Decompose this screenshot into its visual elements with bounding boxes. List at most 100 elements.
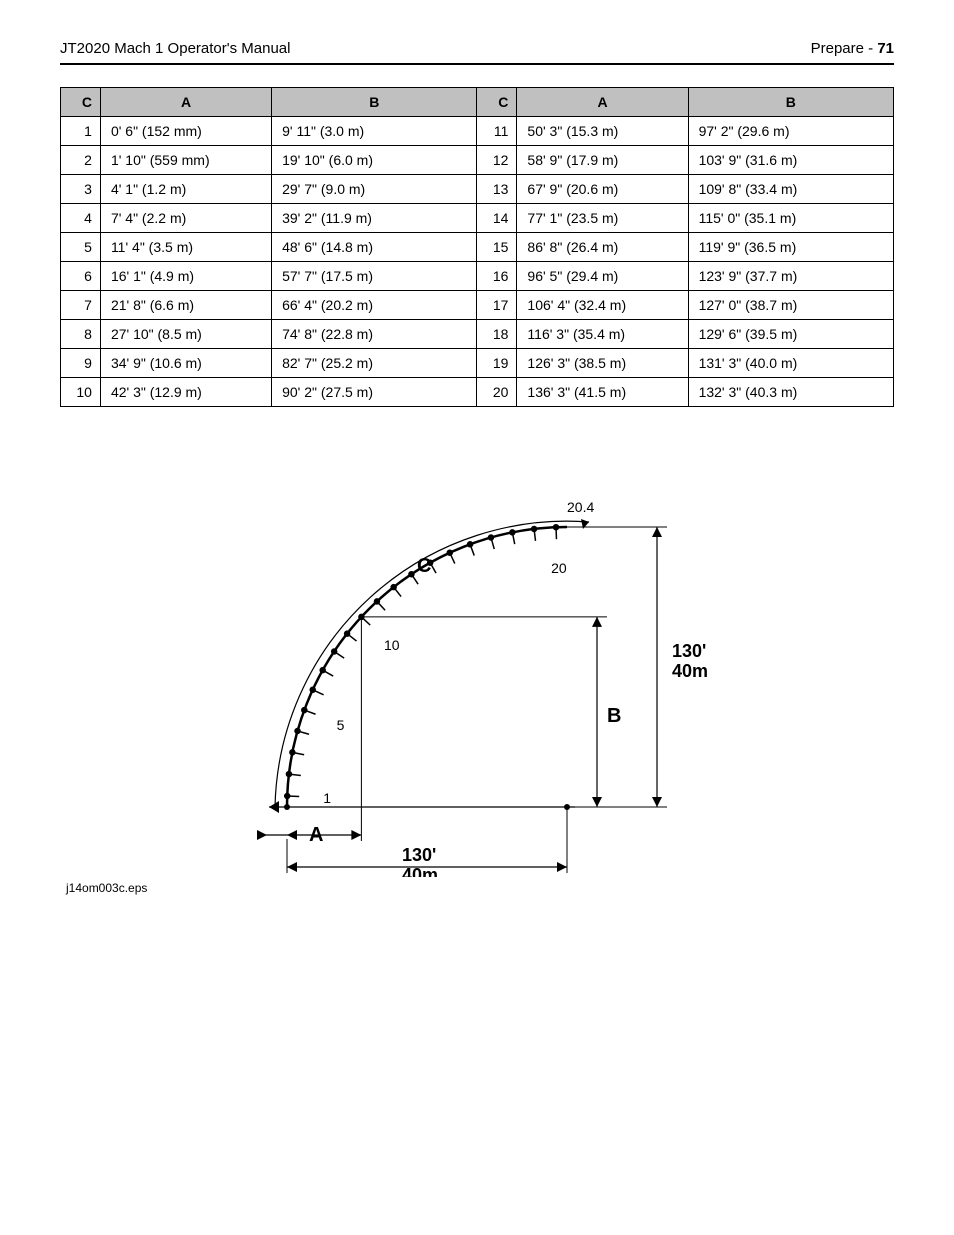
header-right: Prepare - 71	[811, 40, 894, 57]
cell-b: 29' 7" (9.0 m)	[272, 175, 477, 204]
bend-radius-diagram: 20.4 C 130' 40m	[197, 437, 757, 877]
header-left: JT2020 Mach 1 Operator's Manual	[60, 40, 290, 57]
cell-b: 103' 9" (31.6 m)	[688, 146, 893, 175]
col-header-c-right: C	[477, 88, 517, 117]
dim-bottom-2: 40m	[402, 865, 438, 877]
cell-c: 16	[477, 262, 517, 291]
bend-table: C A B C A B 10' 6" (152 mm)9' 11" (3.0 m…	[60, 87, 894, 407]
cell-c: 8	[61, 320, 101, 349]
cell-b: 127' 0" (38.7 m)	[688, 291, 893, 320]
tick-label-5: 5	[337, 717, 345, 733]
cell-b: 48' 6" (14.8 m)	[272, 233, 477, 262]
cell-b: 123' 9" (37.7 m)	[688, 262, 893, 291]
cell-a: 4' 1" (1.2 m)	[100, 175, 271, 204]
table-row: 721' 8" (6.6 m)66' 4" (20.2 m)17106' 4" …	[61, 291, 894, 320]
header-page-number: 71	[877, 40, 894, 57]
cell-b: 115' 0" (35.1 m)	[688, 204, 893, 233]
col-header-b-left: B	[272, 88, 477, 117]
cell-b: 74' 8" (22.8 m)	[272, 320, 477, 349]
table-header-row: C A B C A B	[61, 88, 894, 117]
col-header-b-right: B	[688, 88, 893, 117]
cell-b: 19' 10" (6.0 m)	[272, 146, 477, 175]
cell-a: 34' 9" (10.6 m)	[100, 349, 271, 378]
label-c: C	[417, 555, 431, 577]
header-section: Prepare -	[811, 40, 874, 57]
cell-c: 2	[61, 146, 101, 175]
cell-a: 77' 1" (23.5 m)	[517, 204, 688, 233]
cell-a: 0' 6" (152 mm)	[100, 117, 271, 146]
diagram-container: 20.4 C 130' 40m	[60, 437, 894, 877]
cell-a: 16' 1" (4.9 m)	[100, 262, 271, 291]
cell-c: 6	[61, 262, 101, 291]
cell-a: 42' 3" (12.9 m)	[100, 378, 271, 407]
cell-c: 10	[61, 378, 101, 407]
header-divider	[60, 63, 894, 65]
table-row: 10' 6" (152 mm)9' 11" (3.0 m)1150' 3" (1…	[61, 117, 894, 146]
cell-c: 1	[61, 117, 101, 146]
cell-a: 11' 4" (3.5 m)	[100, 233, 271, 262]
cell-b: 82' 7" (25.2 m)	[272, 349, 477, 378]
cell-c: 3	[61, 175, 101, 204]
cell-a: 96' 5" (29.4 m)	[517, 262, 688, 291]
table-row: 1042' 3" (12.9 m)90' 2" (27.5 m)20136' 3…	[61, 378, 894, 407]
cell-c: 13	[477, 175, 517, 204]
cell-a: 126' 3" (38.5 m)	[517, 349, 688, 378]
dim-right-1: 130'	[672, 641, 706, 661]
tick-label-1: 1	[323, 790, 331, 806]
cell-a: 86' 8" (26.4 m)	[517, 233, 688, 262]
tick-label-20: 20	[551, 560, 567, 576]
cell-b: 39' 2" (11.9 m)	[272, 204, 477, 233]
cell-a: 21' 8" (6.6 m)	[100, 291, 271, 320]
table-row: 934' 9" (10.6 m)82' 7" (25.2 m)19126' 3"…	[61, 349, 894, 378]
cell-c: 5	[61, 233, 101, 262]
label-a: A	[309, 824, 323, 846]
cell-a: 1' 10" (559 mm)	[100, 146, 271, 175]
cell-a: 136' 3" (41.5 m)	[517, 378, 688, 407]
table-row: 47' 4" (2.2 m)39' 2" (11.9 m)1477' 1" (2…	[61, 204, 894, 233]
table-row: 511' 4" (3.5 m)48' 6" (14.8 m)1586' 8" (…	[61, 233, 894, 262]
cell-b: 97' 2" (29.6 m)	[688, 117, 893, 146]
cell-a: 7' 4" (2.2 m)	[100, 204, 271, 233]
page-header: JT2020 Mach 1 Operator's Manual Prepare …	[60, 40, 894, 57]
diagram-caption: j14om003c.eps	[66, 881, 894, 895]
col-header-c-left: C	[61, 88, 101, 117]
cell-b: 119' 9" (36.5 m)	[688, 233, 893, 262]
cell-c: 20	[477, 378, 517, 407]
table-row: 827' 10" (8.5 m)74' 8" (22.8 m)18116' 3"…	[61, 320, 894, 349]
cell-c: 9	[61, 349, 101, 378]
cell-b: 66' 4" (20.2 m)	[272, 291, 477, 320]
cell-c: 18	[477, 320, 517, 349]
dim-bottom-1: 130'	[402, 845, 436, 865]
dim-right-2: 40m	[672, 661, 708, 681]
cell-c: 4	[61, 204, 101, 233]
cell-a: 106' 4" (32.4 m)	[517, 291, 688, 320]
cell-b: 90' 2" (27.5 m)	[272, 378, 477, 407]
col-header-a-right: A	[517, 88, 688, 117]
cell-c: 17	[477, 291, 517, 320]
cell-b: 57' 7" (17.5 m)	[272, 262, 477, 291]
cell-a: 50' 3" (15.3 m)	[517, 117, 688, 146]
table-row: 34' 1" (1.2 m)29' 7" (9.0 m)1367' 9" (20…	[61, 175, 894, 204]
cell-c: 14	[477, 204, 517, 233]
cell-c: 11	[477, 117, 517, 146]
arc-end-label: 20.4	[567, 499, 594, 515]
cell-c: 15	[477, 233, 517, 262]
cell-a: 67' 9" (20.6 m)	[517, 175, 688, 204]
tick-label-10: 10	[384, 637, 400, 653]
cell-b: 131' 3" (40.0 m)	[688, 349, 893, 378]
cell-b: 129' 6" (39.5 m)	[688, 320, 893, 349]
page: JT2020 Mach 1 Operator's Manual Prepare …	[0, 0, 954, 935]
cell-a: 27' 10" (8.5 m)	[100, 320, 271, 349]
cell-c: 7	[61, 291, 101, 320]
cell-a: 116' 3" (35.4 m)	[517, 320, 688, 349]
table-row: 21' 10" (559 mm)19' 10" (6.0 m)1258' 9" …	[61, 146, 894, 175]
cell-b: 9' 11" (3.0 m)	[272, 117, 477, 146]
col-header-a-left: A	[100, 88, 271, 117]
label-b: B	[607, 705, 621, 727]
cell-c: 19	[477, 349, 517, 378]
table-row: 616' 1" (4.9 m)57' 7" (17.5 m)1696' 5" (…	[61, 262, 894, 291]
cell-b: 132' 3" (40.3 m)	[688, 378, 893, 407]
cell-c: 12	[477, 146, 517, 175]
cell-b: 109' 8" (33.4 m)	[688, 175, 893, 204]
cell-a: 58' 9" (17.9 m)	[517, 146, 688, 175]
